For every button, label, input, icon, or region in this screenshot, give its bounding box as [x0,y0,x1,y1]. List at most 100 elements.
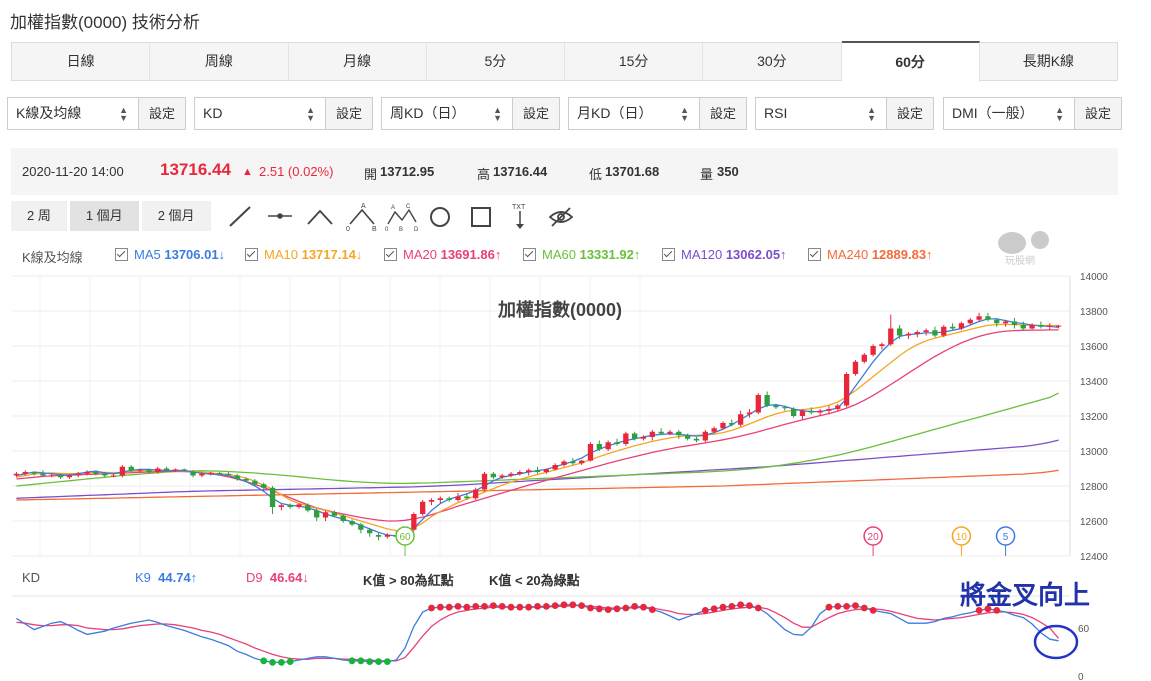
legend-item-ma10[interactable]: MA10 13717.14↓ [245,247,362,262]
overbought-dot [710,605,718,613]
candle [358,522,364,534]
candle [623,431,629,446]
oversold-dot [357,657,365,665]
tab-0[interactable]: 日線 [12,43,151,80]
price-axis-tick: 12600 [1080,517,1108,528]
candle [367,528,373,537]
abcd-pattern-tool-icon[interactable]: A C 0 B D [385,204,419,232]
candle [93,470,99,476]
settings-button-3[interactable]: 設定 [699,98,746,129]
checkbox-icon[interactable] [808,248,821,261]
indicator-select-0: K線及均線 ▲ ▼ 設定 [7,97,186,130]
kd-axis-tick: 60 [1078,624,1090,635]
ma-marker-60: 60 [395,526,415,556]
settings-button-2[interactable]: 設定 [512,98,559,129]
legend-item-ma240[interactable]: MA240 12889.83↑ [808,247,933,262]
annotation-circle [1033,624,1079,660]
bull-icon [998,232,1026,254]
candle [181,468,187,472]
candle [1038,321,1044,329]
candle [296,503,302,509]
candle [817,409,823,416]
candle [119,465,126,478]
legend-item-ma60[interactable]: MA60 13331.92↑ [523,247,640,262]
candle [455,493,461,502]
candle [1029,323,1035,331]
angle-tool-icon[interactable] [307,209,333,225]
indicator-dropdown-3[interactable]: 月KD（日） ▲ ▼ [569,98,699,129]
settings-button-5[interactable]: 設定 [1074,98,1121,129]
candle [985,312,991,322]
checkbox-icon[interactable] [384,248,397,261]
tab-1[interactable]: 周線 [150,43,289,80]
abcd-label-d: D [414,227,419,232]
overbought-dot [472,603,480,610]
legend-item-ma120[interactable]: MA120 13062.05↑ [662,247,787,262]
checkbox-icon[interactable] [245,248,258,261]
abc-label-a: A [361,203,366,210]
indicator-selectors: K線及均線 ▲ ▼ 設定 KD ▲ ▼ 設定 周KD（日） ▲ ▼ 設定 月KD（日） ▲ ▼ 設定 RSI ▲ ▼… [7,97,1127,132]
candle [305,503,311,513]
hide-drawings-icon[interactable] [548,207,574,227]
overbought-dot [701,607,709,614]
indicator-dropdown-0[interactable]: K線及均線 ▲ ▼ [8,98,138,129]
settings-button-0[interactable]: 設定 [138,98,185,129]
kd-note-red: K值 > 80為紅點 [363,573,454,588]
indicator-dropdown-1[interactable]: KD ▲ ▼ [195,98,325,129]
tab-5[interactable]: 30分 [703,43,842,80]
legend-value: 13062.05↑ [725,247,787,262]
candle [932,326,938,338]
tab-7[interactable]: 長期K線 [1022,53,1075,69]
circle-tool-icon[interactable] [430,207,450,227]
candle [517,470,523,476]
checkbox-icon[interactable] [523,248,536,261]
candle [852,360,859,376]
legend-item-ma20[interactable]: MA20 13691.86↑ [384,247,501,262]
abc-pattern-tool-icon[interactable]: A 0 B [346,203,377,232]
legend-value: 13331.92↑ [579,247,641,262]
legend-name: MA120 [681,247,723,262]
candle [384,533,391,539]
settings-button-4[interactable]: 設定 [886,98,933,129]
candle [190,470,196,478]
legend-name: MA5 [134,247,161,262]
line-tool-icon[interactable] [229,206,251,227]
horizontal-line-tool-icon[interactable] [268,213,292,219]
candle [941,325,947,338]
candle [75,472,81,478]
candle [790,407,797,418]
checkbox-icon[interactable] [662,248,675,261]
indicator-dropdown-5[interactable]: DMI（一般） ▲ ▼ [944,98,1074,129]
tab-6[interactable]: 60分 [841,41,980,82]
ma-line-ma240 [16,469,1059,501]
checkbox-icon[interactable] [115,248,128,261]
indicator-dropdown-4[interactable]: RSI ▲ ▼ [756,98,886,129]
candle [1011,318,1018,329]
candle [640,435,647,441]
settings-button-1[interactable]: 設定 [325,98,372,129]
tab-4[interactable]: 15分 [565,43,704,80]
range-button-2[interactable]: 2 個月 [141,201,211,231]
tab-2[interactable]: 月線 [289,43,427,80]
oversold-dot [260,657,268,665]
rectangle-tool-icon[interactable] [471,207,491,227]
candle [888,314,894,346]
quote-datetime: 2020-11-20 14:00 [22,164,124,179]
candle [287,503,293,509]
candle [579,459,585,465]
candle [57,473,64,479]
candle [543,468,549,474]
candle [552,463,558,471]
ma-marker-label: 10 [956,532,968,543]
indicator-value: RSI [764,105,788,121]
ma-marker-label: 20 [868,532,880,543]
overbought-dot [569,601,577,609]
range-button-0[interactable]: 2 周 [11,201,67,231]
tab-3[interactable]: 5分 [427,43,565,80]
oversold-dot [286,658,294,665]
text-tool-icon[interactable]: TXT [512,204,526,229]
range-button-1[interactable]: 1 個月 [69,201,139,231]
legend-item-ma5[interactable]: MA5 13706.01↓ [115,247,225,262]
candle [914,330,920,338]
indicator-dropdown-2[interactable]: 周KD（日） ▲ ▼ [382,98,512,129]
